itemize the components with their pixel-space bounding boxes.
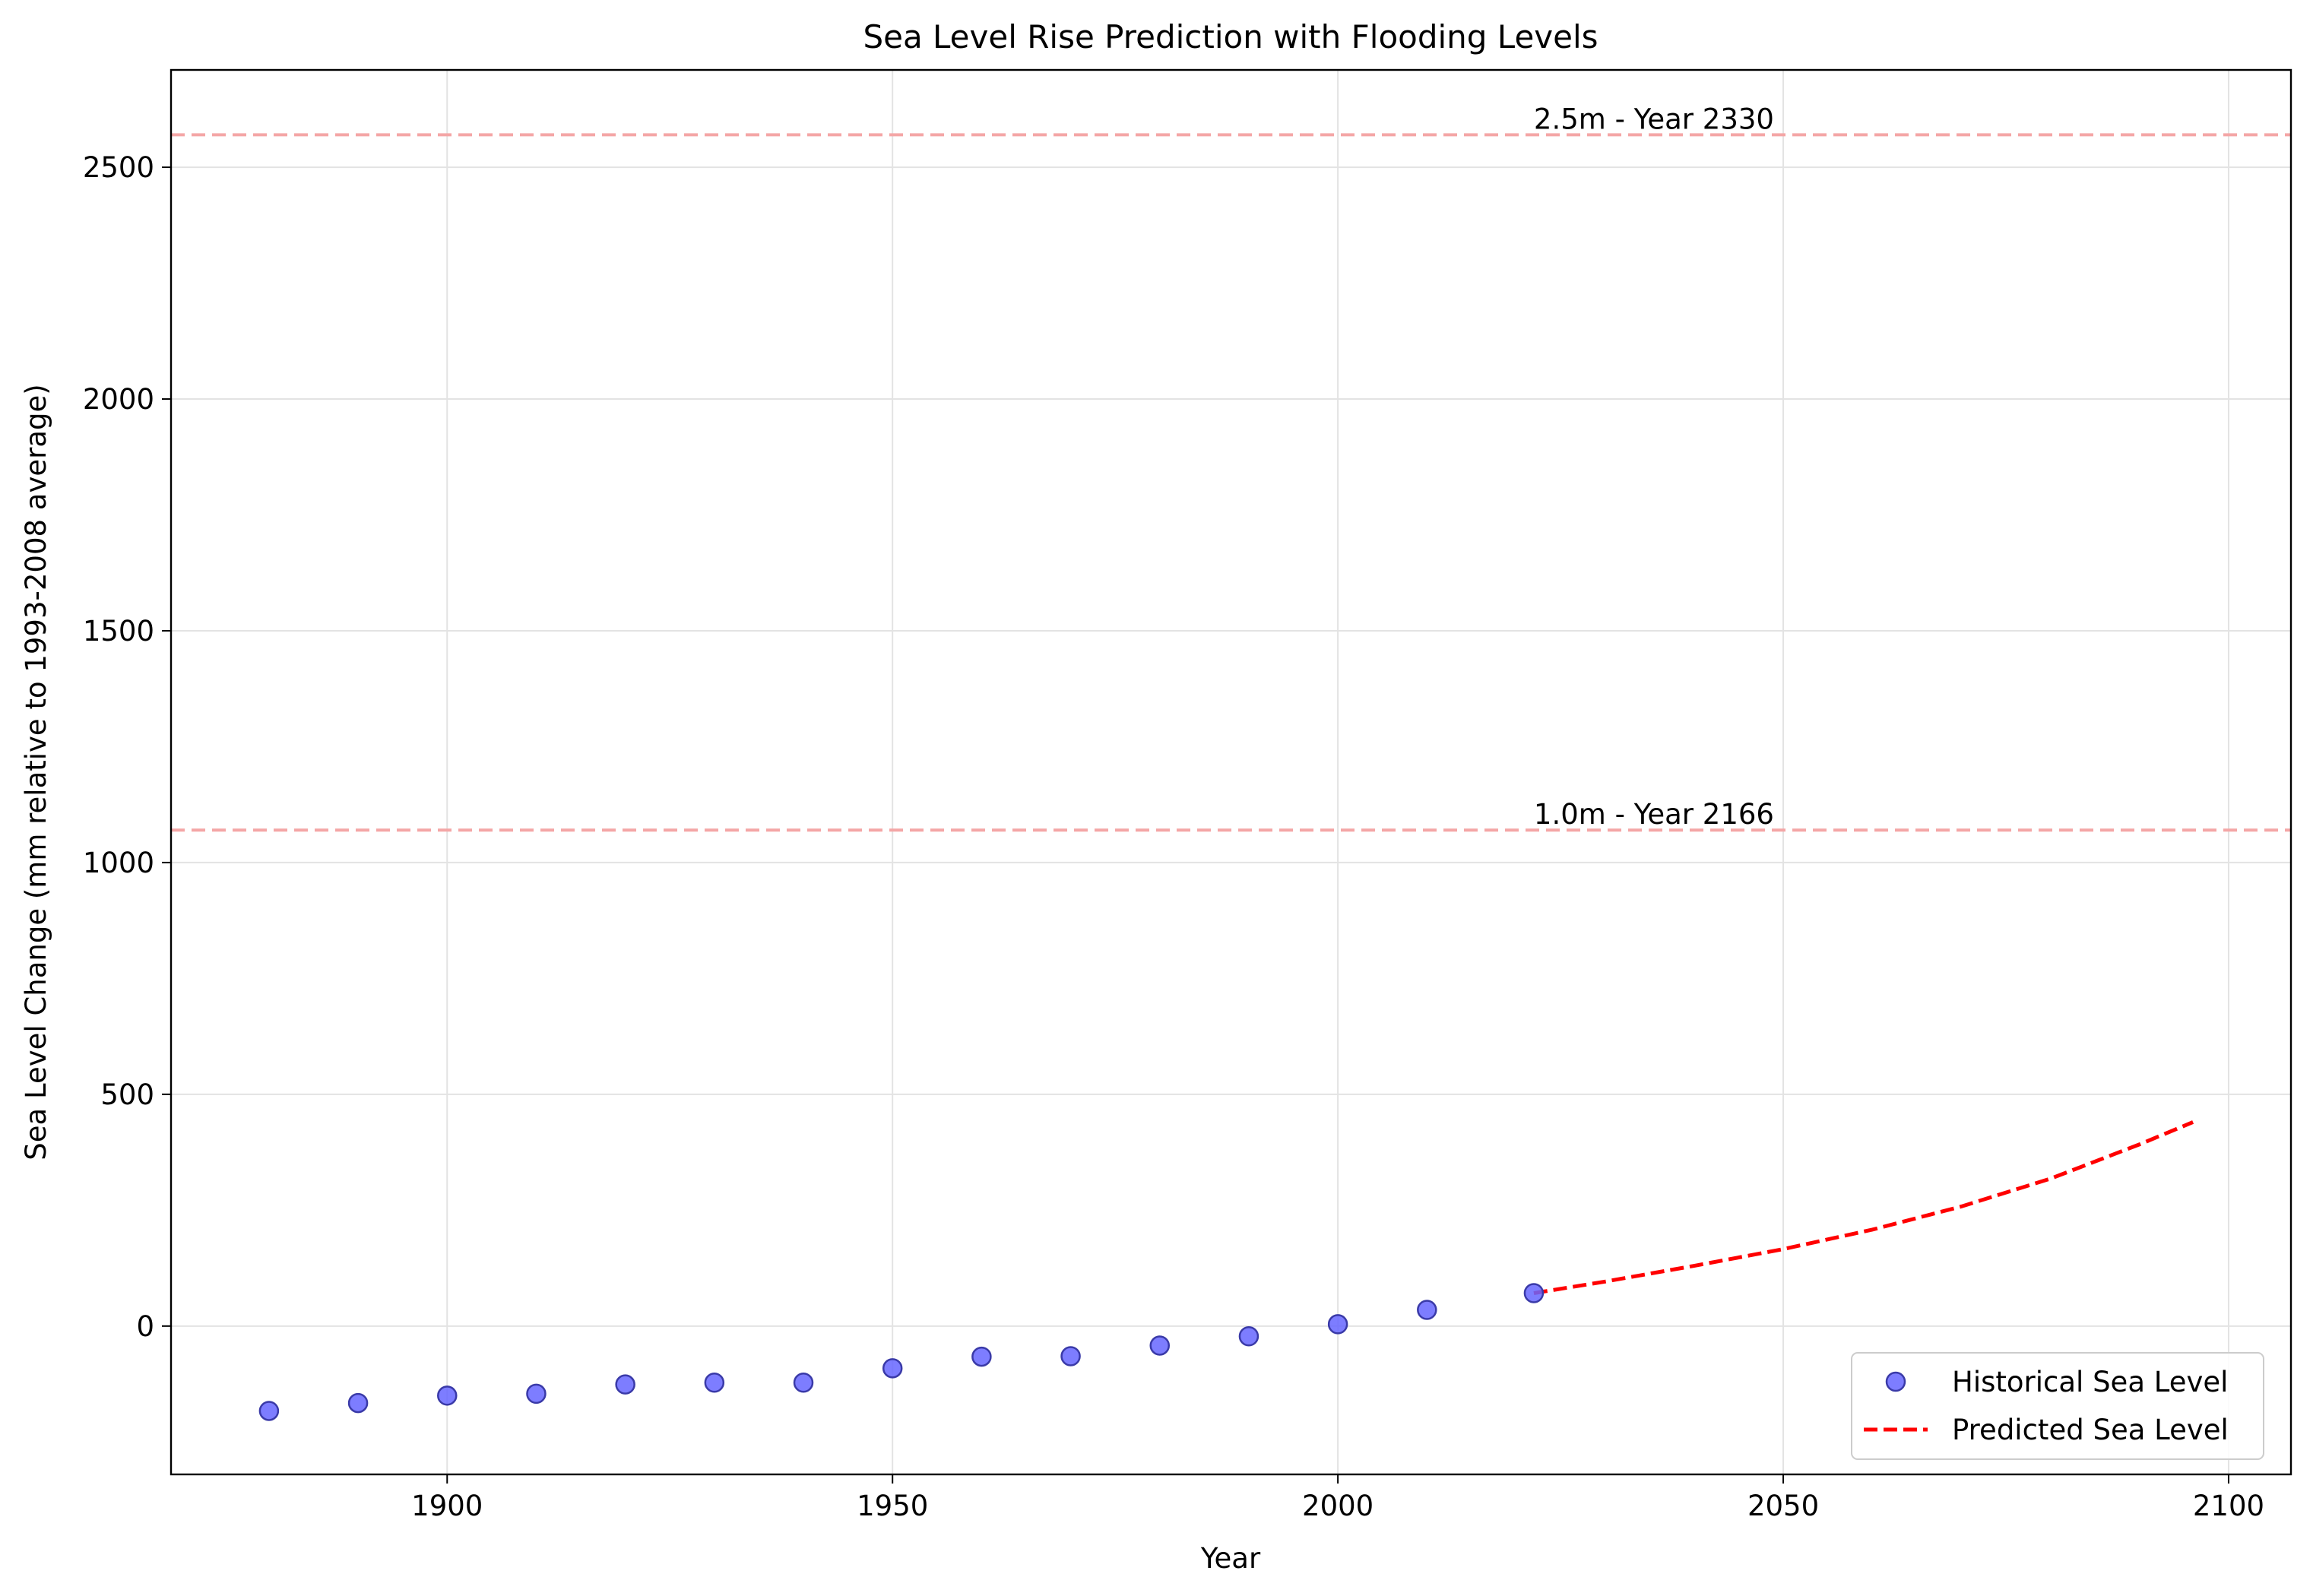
- x-tick-label: 1950: [857, 1490, 928, 1522]
- flood-threshold-label: 2.5m - Year 2330: [1534, 103, 1774, 135]
- x-tick-label: 2050: [1747, 1490, 1819, 1522]
- x-axis: 1900 1950 2000 2050 2100: [411, 1474, 2264, 1522]
- plot-frame: [170, 68, 2292, 1476]
- y-tick-label: 0: [136, 1310, 154, 1343]
- historical-point: [1327, 1314, 1348, 1335]
- flood-threshold-label: 1.0m - Year 2166: [1534, 798, 1774, 831]
- predicted-sea-level-line: [1533, 1120, 2194, 1295]
- y-tick-label: 1500: [83, 615, 154, 648]
- x-tick-label: 1900: [411, 1490, 483, 1522]
- grid: [171, 70, 2291, 1474]
- historical-point: [615, 1374, 635, 1395]
- legend-label-historical: Historical Sea Level: [1952, 1366, 2228, 1398]
- y-tick-label: 2500: [83, 151, 154, 184]
- historical-point: [437, 1385, 458, 1406]
- y-axis: 0 500 1000 1500 2000 2500: [83, 151, 171, 1343]
- historical-point: [1060, 1346, 1081, 1366]
- historical-point: [704, 1372, 725, 1393]
- historical-point: [882, 1358, 903, 1379]
- x-tick-label: 2000: [1302, 1490, 1374, 1522]
- legend: Historical Sea Level Predicted Sea Level: [1851, 1352, 2264, 1460]
- historical-point: [347, 1392, 369, 1414]
- x-tick-label: 2100: [2193, 1490, 2264, 1522]
- y-tick-label: 500: [100, 1078, 154, 1111]
- historical-point: [1149, 1335, 1171, 1356]
- historical-point: [1523, 1283, 1545, 1303]
- x-axis-label: Year: [1200, 1542, 1261, 1575]
- y-axis-label: Sea Level Change (mm relative to 1993-20…: [20, 384, 52, 1160]
- reference-lines: 2.5m - Year 2330 1.0m - Year 2166: [171, 103, 2291, 832]
- plot-area: [171, 70, 2291, 1474]
- historical-point: [258, 1401, 280, 1421]
- legend-box: [1851, 1352, 2264, 1460]
- legend-label-predicted: Predicted Sea Level: [1952, 1414, 2229, 1446]
- historical-point: [971, 1346, 992, 1367]
- y-tick-label: 2000: [83, 383, 154, 416]
- historical-point: [793, 1372, 814, 1393]
- series-layer: [258, 1120, 2194, 1421]
- y-tick-label: 1000: [83, 847, 154, 879]
- historical-point: [1417, 1300, 1437, 1320]
- legend-marker-historical: [1885, 1371, 1906, 1392]
- chart-title: Sea Level Rise Prediction with Flooding …: [863, 18, 1598, 55]
- historical-point: [1238, 1325, 1259, 1347]
- historical-point: [526, 1383, 547, 1404]
